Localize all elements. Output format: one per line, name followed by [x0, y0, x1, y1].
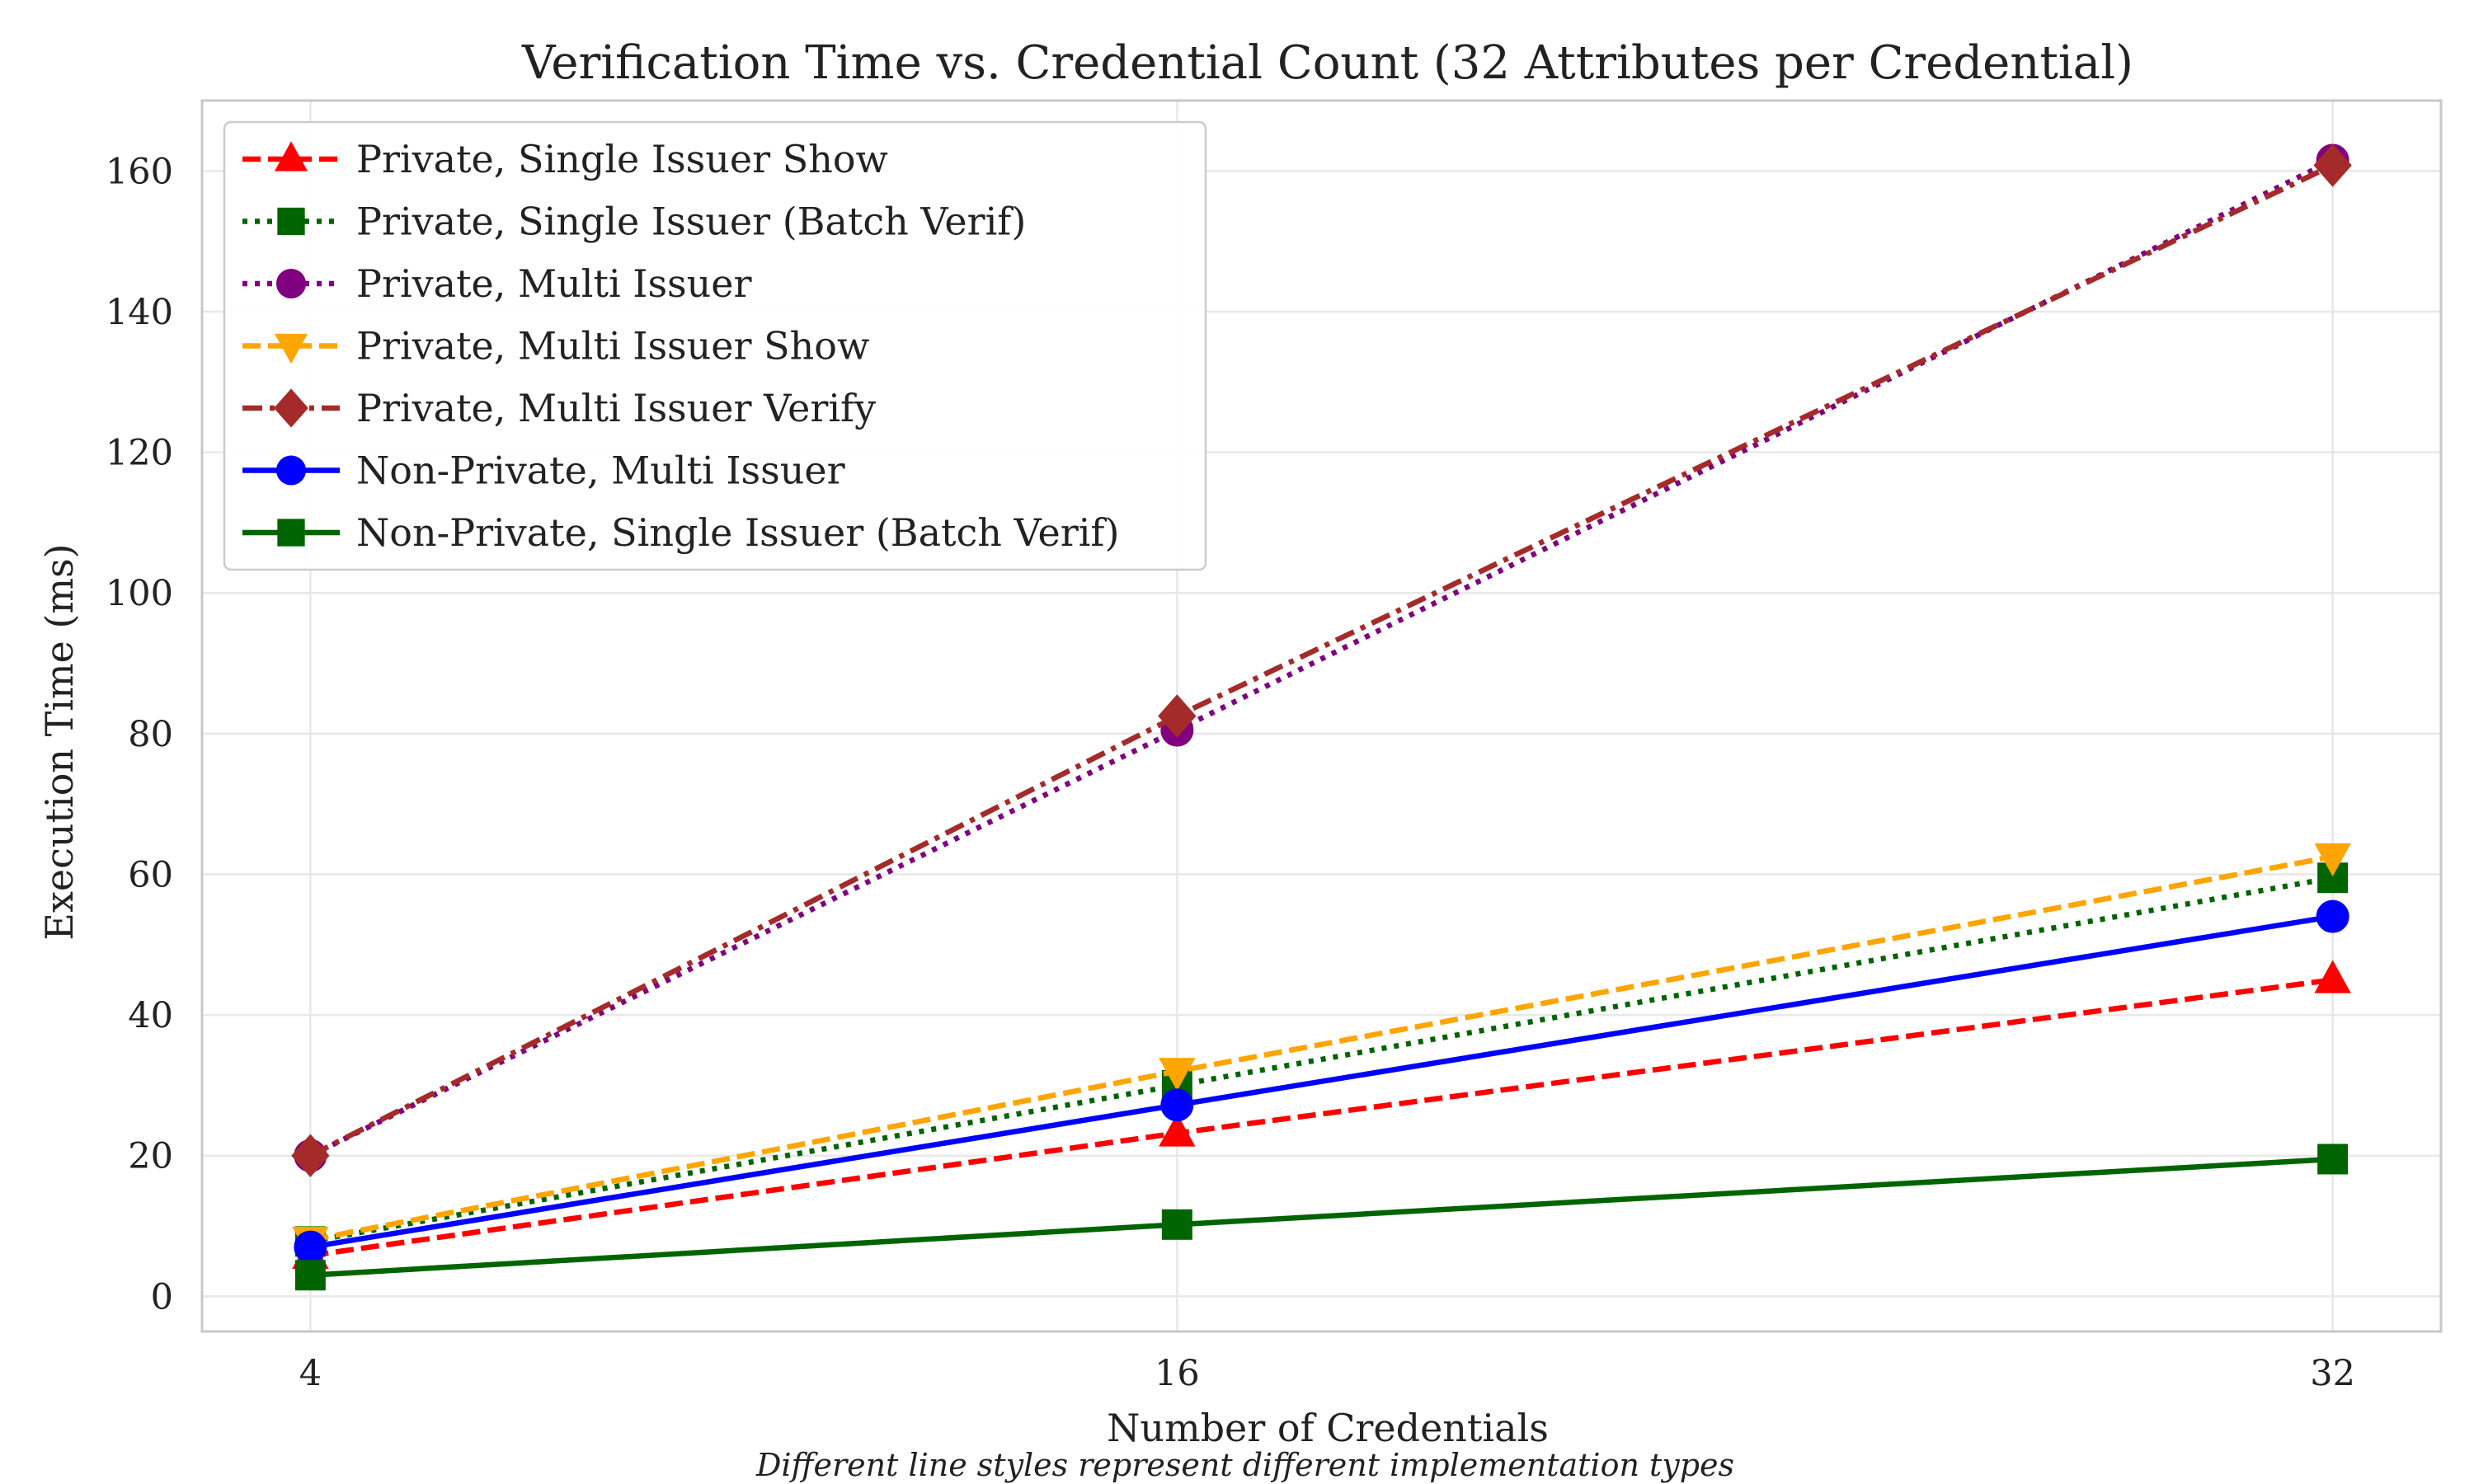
data-point [294, 1260, 326, 1291]
data-point [1160, 1088, 1194, 1122]
data-point [2313, 143, 2352, 187]
y-tick-label: 40 [128, 995, 173, 1036]
y-axis-ticks: 0 20 40 60 80 100 120 140 160 [106, 151, 173, 1317]
series-line [309, 913, 2334, 1250]
data-point [1161, 1209, 1192, 1240]
legend-label: Private, Single Issuer Show [356, 137, 888, 181]
data-point [2314, 843, 2351, 877]
data-point [2316, 899, 2349, 933]
y-tick-label: 0 [151, 1276, 173, 1317]
y-tick-label: 80 [128, 714, 173, 755]
x-axis-label: Number of Credentials [1107, 1406, 1549, 1450]
legend-marker-swatch [274, 141, 308, 171]
y-tick-label: 60 [128, 854, 173, 895]
x-tick-label: 4 [299, 1353, 322, 1394]
legend-item: Non-Private, Multi Issuer [242, 448, 845, 493]
series-line [310, 1156, 2333, 1278]
plot-area-frame [200, 99, 2443, 1333]
series-line [308, 162, 2335, 1158]
series-lines [291, 143, 2352, 1291]
series-line [309, 853, 2334, 1243]
chart-caption: Different line styles represent differen… [755, 1447, 1734, 1483]
legend-item: Private, Multi Issuer Verify [242, 386, 876, 430]
series-4 [292, 843, 2351, 1261]
legend-marker-swatch [276, 455, 306, 486]
legend-marker-swatch [276, 269, 306, 298]
legend-marker-swatch [277, 519, 305, 547]
data-point [2317, 1144, 2349, 1175]
legend-label: Private, Single Issuer (Batch Verif) [356, 200, 1026, 244]
y-tick-label: 120 [106, 433, 173, 474]
legend-item: Private, Multi Issuer [242, 261, 752, 306]
legend-item: Private, Single Issuer Show [242, 137, 888, 181]
y-axis-label: Execution Time (ms) [37, 543, 82, 940]
legend-label: Non-Private, Multi Issuer [356, 448, 845, 493]
legend-box [223, 120, 1207, 571]
chart-title: Verification Time vs. Credential Count (… [521, 36, 2133, 90]
series-5 [291, 143, 2352, 1177]
y-tick-label: 100 [106, 573, 173, 614]
legend-label: Private, Multi Issuer Verify [356, 386, 876, 430]
legend-label: Private, Multi Issuer [356, 261, 752, 306]
y-tick-label: 160 [106, 151, 173, 192]
data-point [294, 1230, 327, 1264]
legend-marker-swatch [277, 207, 305, 236]
legend-item: Private, Single Issuer (Batch Verif) [242, 200, 1026, 244]
data-point [291, 1134, 330, 1177]
data-point [1159, 1058, 1196, 1092]
y-tick-label: 20 [128, 1136, 173, 1177]
legend: Private, Single Issuer Show Private, Sing… [223, 120, 1207, 571]
legend-label: Private, Multi Issuer Show [356, 324, 869, 369]
legend-label: Non-Private, Single Issuer (Batch Verif) [356, 510, 1119, 555]
series-line [309, 875, 2334, 1244]
legend-marker-swatch [274, 333, 308, 364]
data-point [2314, 960, 2351, 993]
x-axis-ticks: 4 16 32 [299, 1353, 2355, 1394]
x-tick-label: 32 [2310, 1353, 2355, 1394]
data-point [1158, 694, 1197, 738]
series-6 [294, 899, 2349, 1264]
legend-item: Private, Multi Issuer Show [242, 324, 869, 369]
data-point [1159, 1113, 1196, 1147]
series-7 [294, 1144, 2349, 1291]
legend-marker-swatch [274, 388, 308, 428]
x-tick-label: 16 [1155, 1353, 1200, 1394]
y-tick-label: 140 [106, 292, 173, 333]
legend-item: Non-Private, Single Issuer (Batch Verif) [242, 510, 1119, 555]
